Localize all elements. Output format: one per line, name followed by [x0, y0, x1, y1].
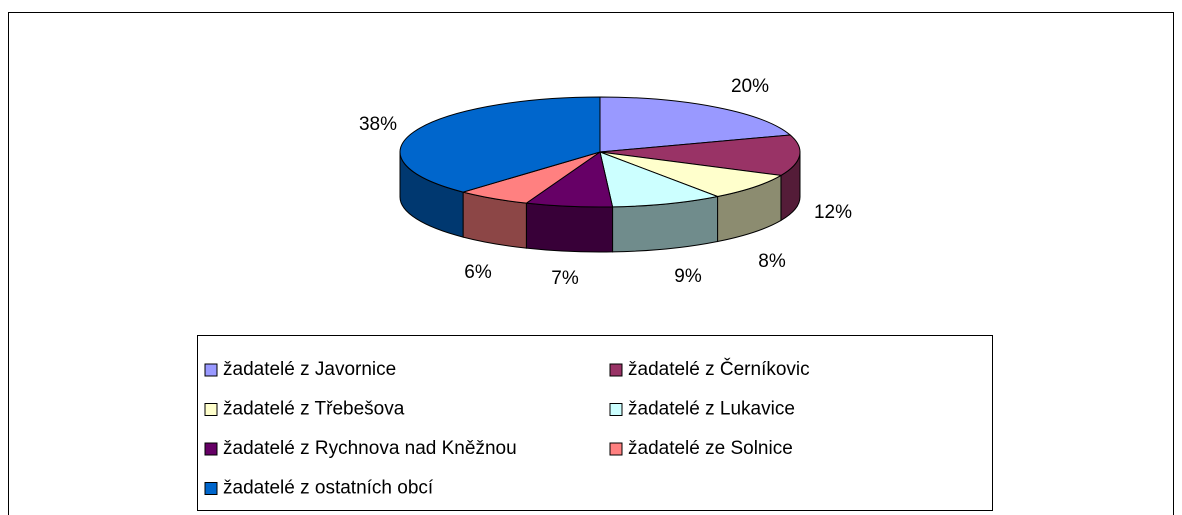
pie-slice [599, 96, 792, 153]
data-label: 7% [551, 268, 579, 289]
legend-label: žadatelé z Černíkovic [628, 358, 810, 380]
pie-slice [599, 151, 720, 208]
legend-swatch [204, 363, 218, 377]
legend-label: žadatelé z Lukavice [628, 399, 795, 420]
pie-slice [599, 151, 783, 198]
legend-swatch [609, 363, 623, 377]
legend-swatch [609, 403, 623, 416]
legend-box [197, 335, 993, 511]
data-label: 38% [359, 114, 397, 135]
legend-swatch [204, 482, 218, 495]
data-label: 12% [814, 202, 852, 223]
data-label: 8% [758, 251, 786, 272]
data-label: 20% [731, 76, 769, 97]
legend-label: žadatelé z Třebešova [223, 399, 405, 420]
pie-slice [599, 134, 801, 176]
legend-label: žadatelé z Javornice [223, 359, 396, 380]
legend-label: žadatelé z ostatních obcí [223, 478, 434, 499]
legend-swatch [204, 442, 218, 456]
legend-swatch [609, 442, 623, 456]
legend-label: žadatelé z Rychnova nad Kněžnou [223, 438, 517, 459]
pie-slice-side [525, 202, 614, 253]
data-label: 6% [464, 262, 492, 283]
legend-label: žadatelé ze Solnice [628, 438, 793, 459]
data-label: 9% [674, 266, 702, 287]
legend-swatch [204, 403, 218, 416]
pie-slice [399, 96, 601, 193]
